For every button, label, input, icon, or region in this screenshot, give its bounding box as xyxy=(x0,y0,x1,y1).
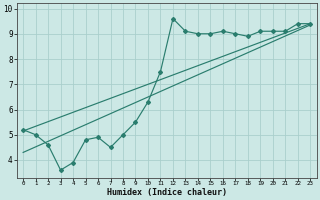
X-axis label: Humidex (Indice chaleur): Humidex (Indice chaleur) xyxy=(107,188,227,197)
